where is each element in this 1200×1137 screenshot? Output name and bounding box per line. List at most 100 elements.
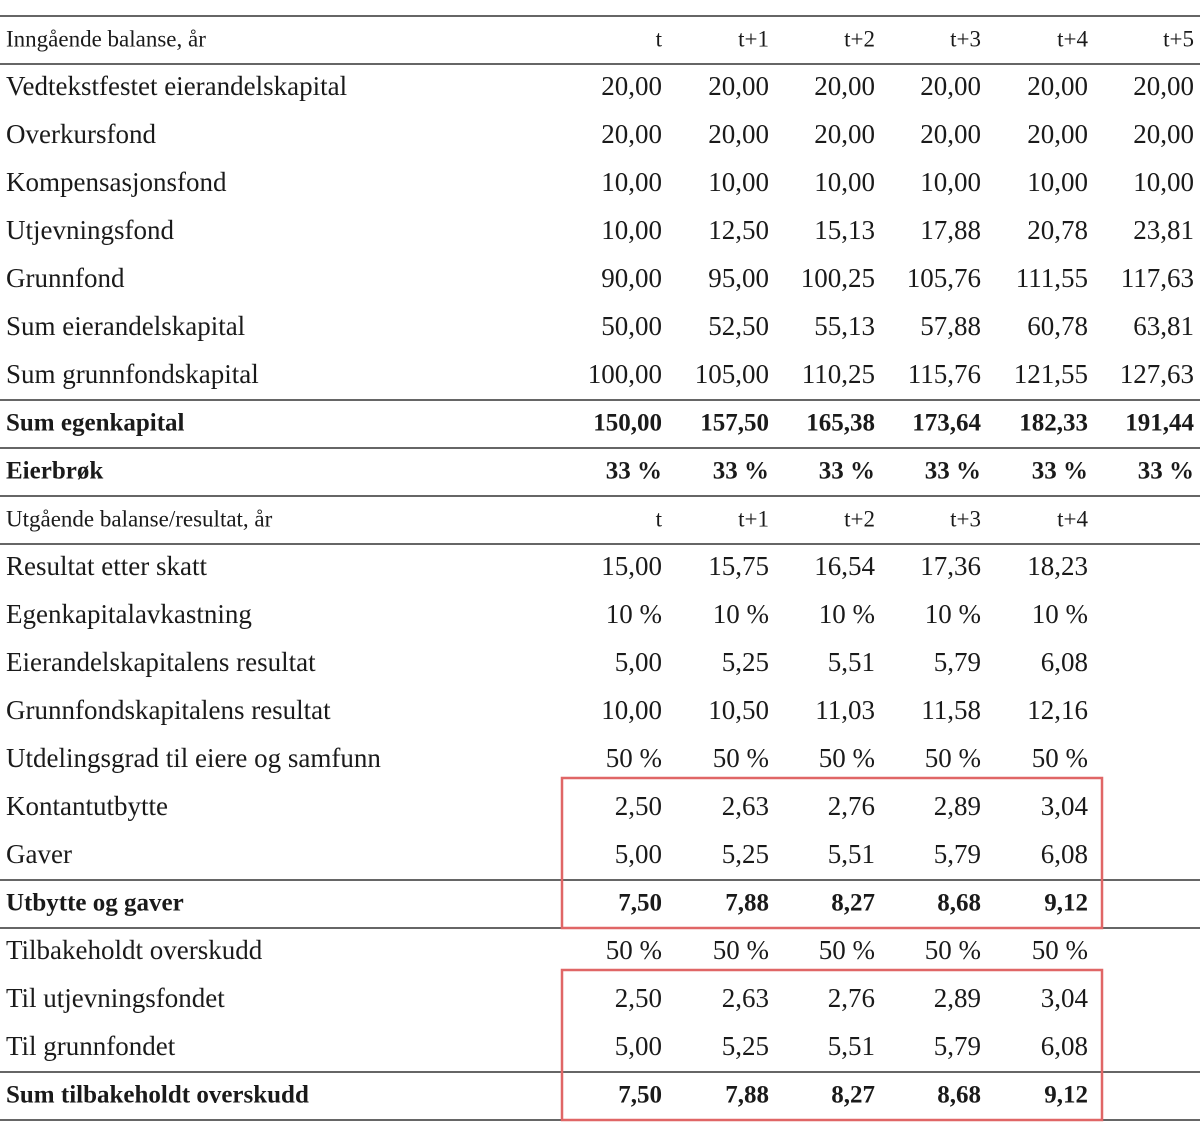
row-label: Inngående balanse, år — [6, 26, 206, 51]
row-label: Utdelingsgrad til eiere og samfunn — [6, 743, 381, 773]
cell: 10 % — [1032, 599, 1088, 629]
row-label: Til grunnfondet — [6, 1031, 176, 1061]
cell: 16,54 — [814, 551, 875, 581]
cell: 191,44 — [1125, 410, 1194, 437]
row-label: Gaver — [6, 839, 72, 869]
cell: 100,25 — [801, 263, 875, 293]
cell: 10 % — [606, 599, 662, 629]
cell: 50 % — [713, 743, 769, 773]
cell: 10,00 — [601, 215, 662, 245]
cell: 2,50 — [615, 791, 662, 821]
cell: 20,00 — [1133, 71, 1194, 101]
cell: 33 % — [1032, 458, 1088, 485]
cell: 5,79 — [934, 647, 981, 677]
cell: 20,00 — [1027, 119, 1088, 149]
cell: 20,00 — [814, 119, 875, 149]
cell: 10,00 — [814, 167, 875, 197]
cell: 7,50 — [618, 1082, 662, 1109]
row-label: Utbytte og gaver — [6, 890, 184, 917]
cell: 5,51 — [828, 647, 875, 677]
cell: 5,00 — [615, 1031, 662, 1061]
cell: 10,00 — [708, 167, 769, 197]
cell: 2,89 — [934, 983, 981, 1013]
row-label: Grunnfond — [6, 263, 125, 293]
cell: 3,04 — [1041, 983, 1089, 1013]
cell: 95,00 — [708, 263, 769, 293]
cell: 5,25 — [722, 647, 769, 677]
row-label: Tilbakeholdt overskudd — [6, 935, 263, 965]
cell: 150,00 — [593, 410, 662, 437]
cell: t — [656, 26, 663, 51]
cell: 63,81 — [1133, 311, 1194, 341]
cell: 33 % — [925, 458, 981, 485]
cell: 10 % — [713, 599, 769, 629]
cell: 11,03 — [815, 695, 875, 725]
cell: 105,00 — [695, 359, 769, 389]
row-label: Utjevningsfond — [6, 215, 174, 245]
cell: 50 % — [1032, 935, 1088, 965]
cell: 11,58 — [921, 695, 981, 725]
cell: 5,79 — [934, 839, 981, 869]
cell: 33 % — [713, 458, 769, 485]
cell: 20,00 — [814, 71, 875, 101]
cell: 5,25 — [722, 1031, 769, 1061]
cell: 17,36 — [920, 551, 981, 581]
cell: 10 % — [925, 599, 981, 629]
cell: 2,63 — [722, 983, 769, 1013]
cell: 115,76 — [908, 359, 981, 389]
cell: t+2 — [844, 506, 875, 531]
cell: 50 % — [606, 935, 662, 965]
row-label: Kontantutbytte — [6, 791, 168, 821]
cell: 100,00 — [588, 359, 662, 389]
cell: 23,81 — [1133, 215, 1194, 245]
row-label: Eierbrøk — [6, 458, 103, 485]
cell: 7,50 — [618, 890, 662, 917]
cell: 2,50 — [615, 983, 662, 1013]
cell: 10,00 — [1133, 167, 1194, 197]
cell: 5,00 — [615, 647, 662, 677]
cell: 20,00 — [920, 71, 981, 101]
cell: t+2 — [844, 26, 875, 51]
cell: 5,79 — [934, 1031, 981, 1061]
cell: 33 % — [1138, 458, 1194, 485]
highlight-box — [560, 776, 1104, 930]
cell: 9,12 — [1044, 890, 1088, 917]
cell: 10,00 — [1027, 167, 1088, 197]
cell: 2,76 — [828, 983, 875, 1013]
cell: 20,78 — [1027, 215, 1088, 245]
cell: 2,63 — [722, 791, 769, 821]
cell: 15,75 — [708, 551, 769, 581]
cell: 5,51 — [828, 1031, 875, 1061]
highlight-box — [560, 968, 1104, 1122]
cell: 182,33 — [1019, 410, 1088, 437]
cell: 9,12 — [1044, 1082, 1088, 1109]
cell: 157,50 — [700, 410, 769, 437]
cell: 8,68 — [937, 1082, 981, 1109]
cell: 50 % — [925, 743, 981, 773]
row-label: Sum tilbakeholdt overskudd — [6, 1082, 309, 1109]
cell: 2,89 — [934, 791, 981, 821]
cell: 165,38 — [806, 410, 875, 437]
cell: 127,63 — [1120, 359, 1194, 389]
cell: t+4 — [1057, 506, 1088, 531]
cell: 5,51 — [828, 839, 875, 869]
cell: 15,00 — [601, 551, 662, 581]
cell: 20,00 — [708, 119, 769, 149]
cell: 20,00 — [708, 71, 769, 101]
cell: 10,50 — [708, 695, 769, 725]
cell: 105,76 — [907, 263, 981, 293]
cell: 117,63 — [1121, 263, 1194, 293]
cell: 121,55 — [1014, 359, 1088, 389]
cell: 20,00 — [1027, 71, 1088, 101]
cell: 18,23 — [1027, 551, 1088, 581]
cell: 55,13 — [814, 311, 875, 341]
row-label: Resultat etter skatt — [6, 551, 207, 581]
row-label: Vedtekstfestet eierandelskapital — [6, 71, 347, 101]
cell: t+1 — [738, 26, 769, 51]
cell: t+4 — [1057, 26, 1088, 51]
row-label: Til utjevningsfondet — [6, 983, 225, 1013]
cell: 3,04 — [1041, 791, 1089, 821]
cell: 20,00 — [601, 71, 662, 101]
row-label: Egenkapitalavkastning — [6, 599, 252, 629]
